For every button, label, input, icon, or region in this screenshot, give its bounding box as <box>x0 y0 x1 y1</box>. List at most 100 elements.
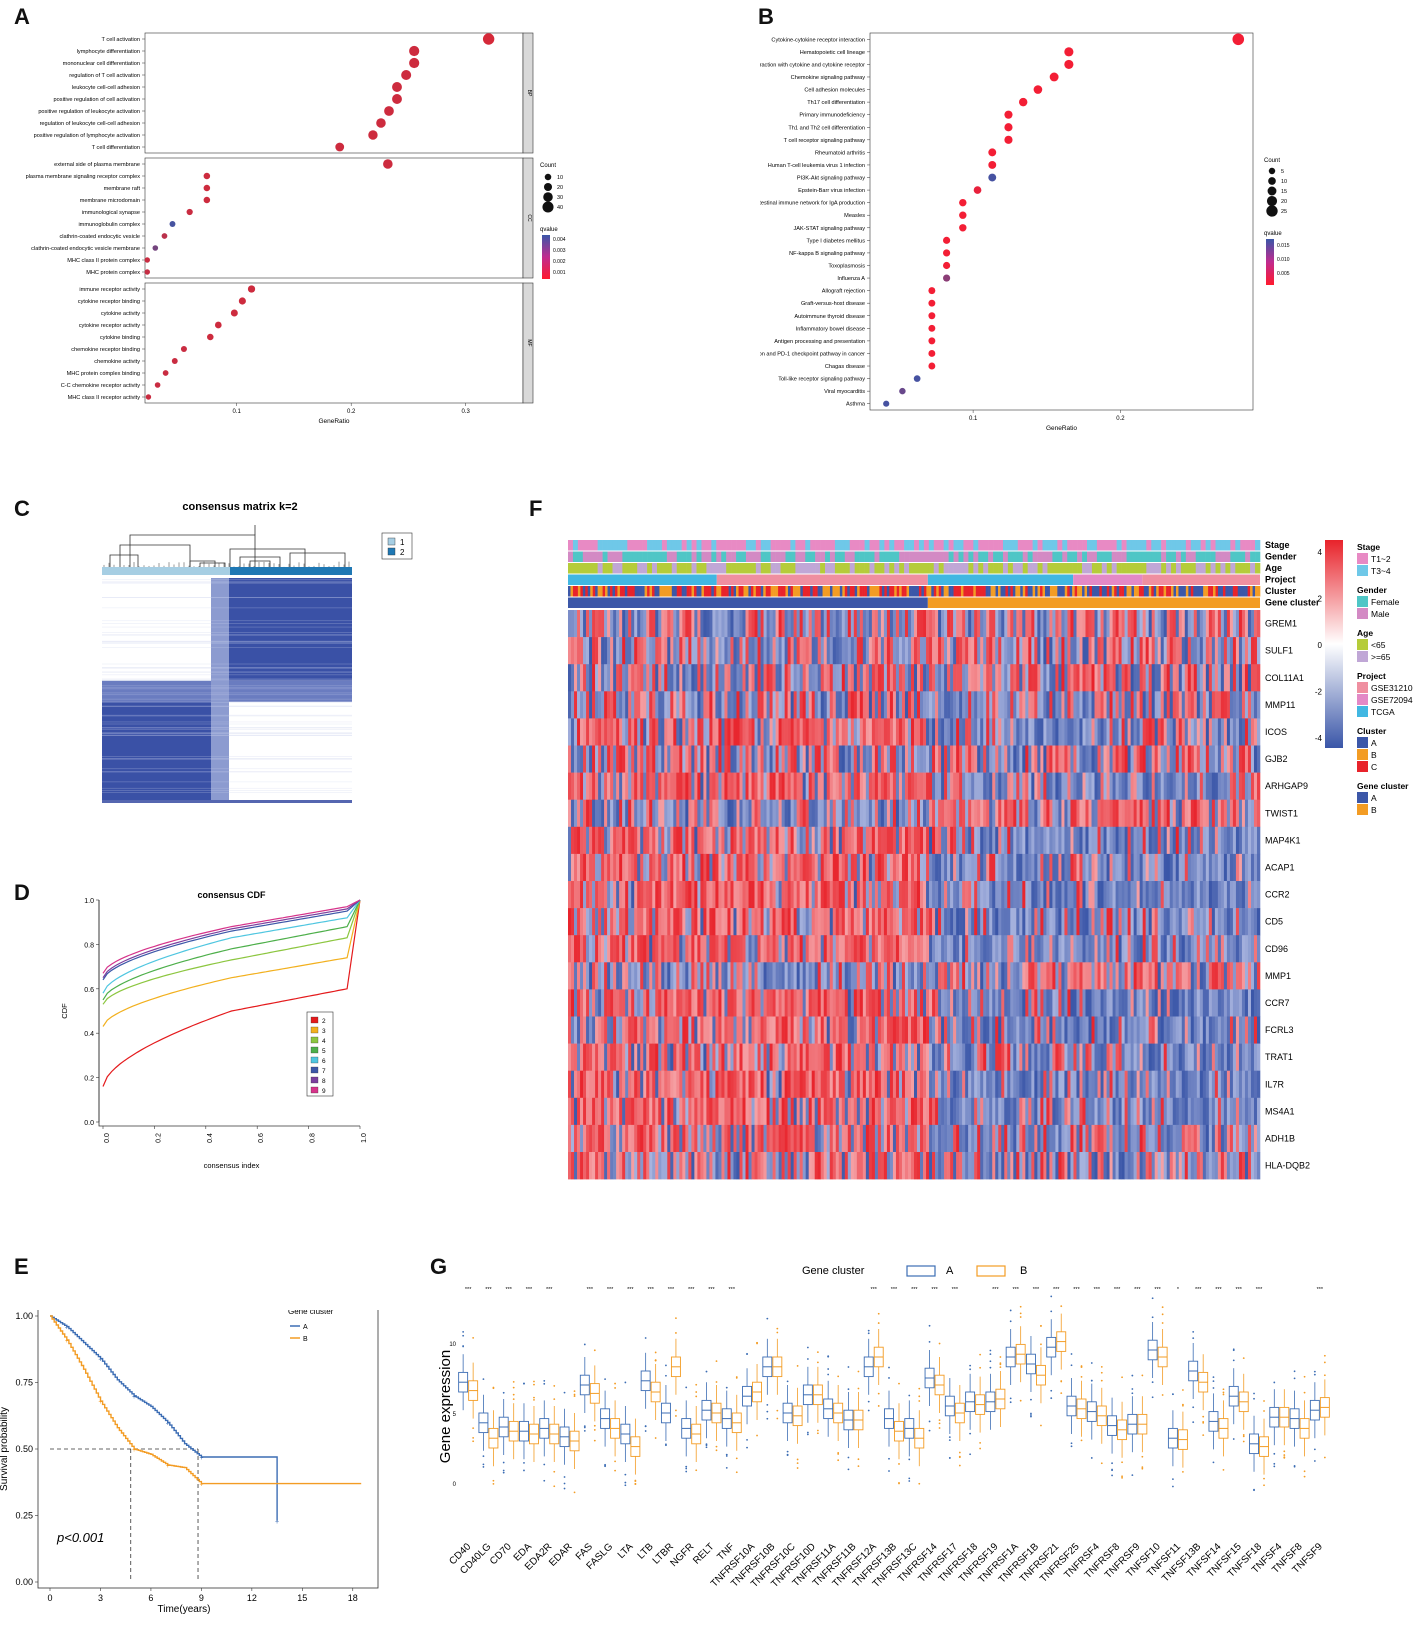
heatmap-cell <box>1088 772 1092 800</box>
heatmap-cell <box>682 610 686 638</box>
heatmap-cell <box>835 637 840 665</box>
heatmap-cell <box>631 853 635 882</box>
annotation-cell <box>1156 540 1162 551</box>
heatmap-cell <box>895 826 900 855</box>
annotation-cell <box>750 540 757 551</box>
annotation-cell <box>1022 551 1028 562</box>
cluster-cell <box>1074 586 1078 597</box>
heatmap-cell <box>646 610 650 638</box>
heatmap-cell <box>790 935 794 963</box>
heatmap-cell <box>929 935 933 963</box>
heatmap-cell <box>886 637 891 665</box>
heatmap-cell <box>823 962 828 990</box>
heatmap-cell <box>811 691 816 719</box>
heatmap-cell <box>886 610 891 638</box>
heatmap-cell <box>592 772 596 800</box>
heatmap-cell <box>604 610 608 638</box>
heatmap-cell <box>733 718 737 746</box>
heatmap-cell <box>1091 664 1095 692</box>
heatmap-cell <box>1163 881 1168 909</box>
heatmap-cell <box>938 826 942 855</box>
heatmap-cell <box>823 989 828 1017</box>
heatmap-cell <box>802 908 806 936</box>
heatmap-cell <box>592 799 596 828</box>
heatmap-cell <box>1226 718 1231 746</box>
heatmap-cell <box>871 745 876 773</box>
heatmap-cell <box>613 799 617 828</box>
censor-mark: + <box>132 1447 136 1454</box>
heatmap-cell <box>1028 989 1032 1017</box>
heatmap-cell <box>1112 745 1116 773</box>
heatmap-cell <box>574 826 578 855</box>
heatmap-cell <box>1121 610 1125 638</box>
heatmap-cell <box>691 853 695 882</box>
heatmap-cell <box>1040 1016 1044 1044</box>
heatmap-cell <box>1205 799 1210 828</box>
heatmap-cell <box>586 1043 590 1071</box>
heatmap-cell <box>1187 881 1192 909</box>
heatmap-cell <box>944 610 948 638</box>
heatmap-cell <box>820 826 825 855</box>
heatmap-cell <box>643 962 647 990</box>
heatmap-cell <box>754 664 758 692</box>
heatmap-cell <box>772 772 776 800</box>
cluster-cell <box>941 586 944 597</box>
heatmap-cell <box>1004 826 1008 855</box>
heatmap-cell <box>1073 637 1077 665</box>
heatmap-cell <box>1139 881 1143 909</box>
annotation-cell <box>805 563 811 574</box>
heatmap-cell <box>1244 1016 1249 1044</box>
heatmap-cell <box>1142 1016 1146 1044</box>
heatmap-cell <box>613 691 617 719</box>
heatmap-cell <box>685 1043 689 1071</box>
heatmap-cell <box>1202 772 1207 800</box>
heatmap-cell <box>670 610 674 638</box>
heatmap-cell <box>1142 853 1146 882</box>
heatmap-cell <box>1001 664 1005 692</box>
heatmap-cell <box>784 1016 788 1044</box>
heatmap-cell <box>1064 908 1068 936</box>
heatmap-cell <box>679 826 683 855</box>
heatmap-cell <box>944 718 948 746</box>
heatmap-cell <box>1151 772 1155 800</box>
heatmap-cell <box>1124 881 1128 909</box>
heatmap-cell <box>781 610 785 638</box>
heatmap-cell <box>727 1043 731 1071</box>
heatmap-cell <box>992 799 996 828</box>
heatmap-cell <box>844 745 849 773</box>
heatmap-cell <box>1091 881 1095 909</box>
heatmap-cell <box>826 664 831 692</box>
heatmap-cell <box>1049 772 1053 800</box>
heatmap-cell <box>604 935 608 963</box>
heatmap-cell <box>1253 881 1258 909</box>
heatmap-cell <box>1058 772 1062 800</box>
heatmap-cell <box>1058 908 1062 936</box>
annotation-cell <box>993 551 999 562</box>
cluster-cell <box>1188 586 1192 597</box>
heatmap-cell <box>932 908 936 936</box>
heatmap-cell <box>1049 718 1053 746</box>
heatmap-cell <box>670 799 674 828</box>
heatmap-cell <box>676 935 680 963</box>
heatmap-cell <box>1001 1016 1005 1044</box>
heatmap-cell <box>778 664 782 692</box>
annotation-cell <box>943 563 949 574</box>
heatmap-cell <box>1052 881 1056 909</box>
heatmap-cell <box>814 610 819 638</box>
heatmap-cell <box>610 962 614 990</box>
heatmap-cell <box>1238 718 1243 746</box>
heatmap-cell <box>938 610 942 638</box>
heatmap-cell <box>1241 610 1246 638</box>
heatmap-cell <box>1028 962 1032 990</box>
heatmap-cell <box>1073 745 1077 773</box>
annotation-cell <box>1185 563 1192 574</box>
heatmap-cell <box>1094 772 1098 800</box>
heatmap-cell <box>595 772 599 800</box>
annotation-cell <box>577 540 584 551</box>
heatmap-cell <box>604 799 608 828</box>
heatmap-cell <box>1217 826 1222 855</box>
heatmap-cell <box>583 1043 587 1071</box>
heatmap-cell <box>971 718 975 746</box>
heatmap-cell <box>736 962 740 990</box>
heatmap-cell <box>706 962 710 990</box>
